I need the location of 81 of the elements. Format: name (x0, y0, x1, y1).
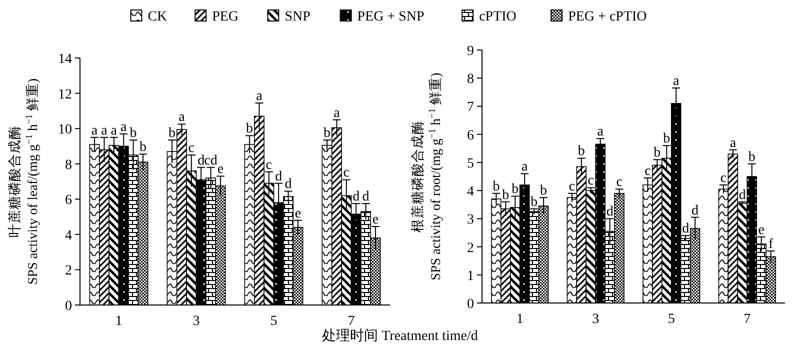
data-label: d (275, 169, 282, 184)
x-tick-label: 3 (592, 312, 600, 327)
data-label: b (130, 126, 137, 142)
y-tick-label: 6 (467, 128, 474, 144)
data-label: a (101, 123, 108, 138)
y-tick-label: 3 (467, 212, 474, 228)
legend-label: CK (148, 10, 168, 24)
y-tick-label: 8 (467, 72, 474, 88)
data-label: b (492, 179, 500, 194)
data-label: a (256, 88, 264, 104)
data-label: a (91, 123, 98, 138)
data-label: d (362, 190, 370, 205)
data-label: d (284, 177, 292, 192)
y-tick-label: 12 (58, 87, 72, 102)
x-tick-label: 7 (348, 314, 355, 329)
data-label: a (673, 74, 680, 89)
data-label: c (588, 174, 594, 189)
y-tick-label: 0 (65, 299, 72, 314)
data-label: cd (204, 153, 218, 168)
data-label: a (120, 120, 128, 135)
data-label: a (110, 123, 118, 138)
data-label: a (178, 110, 186, 126)
data-label: c (720, 170, 727, 186)
legend-label: PEG + SNP (357, 10, 425, 24)
legend-label: cPTIO (479, 10, 516, 24)
data-label: b (246, 122, 254, 137)
data-label: e (372, 212, 379, 228)
legend-label: SNP (284, 10, 311, 24)
data-label: c (644, 164, 651, 179)
data-label: b (578, 144, 585, 160)
y-tick-label: 9 (467, 44, 474, 59)
data-label: a (334, 106, 341, 121)
y-tick-label: 8 (65, 158, 72, 173)
x-tick-label: 5 (270, 314, 278, 329)
y-tick-label: 4 (467, 184, 474, 200)
y-tick-label: 7 (467, 100, 474, 116)
data-label: d (352, 190, 360, 205)
data-label: b (654, 146, 661, 161)
data-label: c (568, 179, 576, 194)
data-label: d (692, 203, 699, 218)
data-label: d (606, 204, 614, 220)
data-label: f (768, 236, 774, 252)
data-label: a (730, 136, 737, 151)
data-label: e (294, 206, 302, 222)
data-label: b (168, 126, 176, 142)
legend-label: PEG (212, 10, 239, 24)
data-label: b (530, 194, 538, 210)
x-axis-title: 处理时间 Treatment time/d (322, 328, 478, 344)
data-label: d (738, 188, 746, 203)
y-tick-label: 0 (467, 297, 474, 312)
data-label: b (663, 132, 670, 147)
legend-label: PEG + cPTIO (568, 10, 647, 24)
data-label: a (522, 160, 528, 175)
data-label: c (266, 158, 272, 173)
data-label: e (217, 162, 224, 178)
data-label: c (188, 141, 195, 156)
y-tick-label: 2 (65, 264, 72, 279)
y-tick-label: 5 (467, 156, 474, 172)
data-label: b (540, 184, 548, 199)
data-label: b (512, 182, 519, 198)
y-tick-label: 14 (58, 52, 72, 67)
x-tick-label: 5 (668, 312, 675, 327)
data-label: c (343, 166, 350, 181)
y-tick-label: 1 (467, 268, 474, 284)
x-tick-label: 3 (192, 314, 200, 329)
y-tick-label: 6 (65, 193, 72, 208)
data-label: d (682, 222, 690, 237)
y-tick-label: 2 (467, 240, 474, 256)
data-label: b (139, 140, 146, 156)
data-label: a (597, 124, 604, 140)
x-tick-label: 1 (516, 312, 524, 327)
data-label: b (748, 150, 756, 165)
x-tick-label: 7 (744, 312, 751, 327)
data-label: e (758, 222, 764, 238)
x-tick-label: 1 (115, 314, 122, 329)
data-label: b (502, 188, 510, 203)
y-tick-label: 10 (58, 122, 72, 138)
data-label: b (324, 126, 331, 142)
data-label: c (616, 175, 622, 190)
y-tick-label: 4 (65, 228, 72, 244)
data-label: d (198, 153, 205, 168)
